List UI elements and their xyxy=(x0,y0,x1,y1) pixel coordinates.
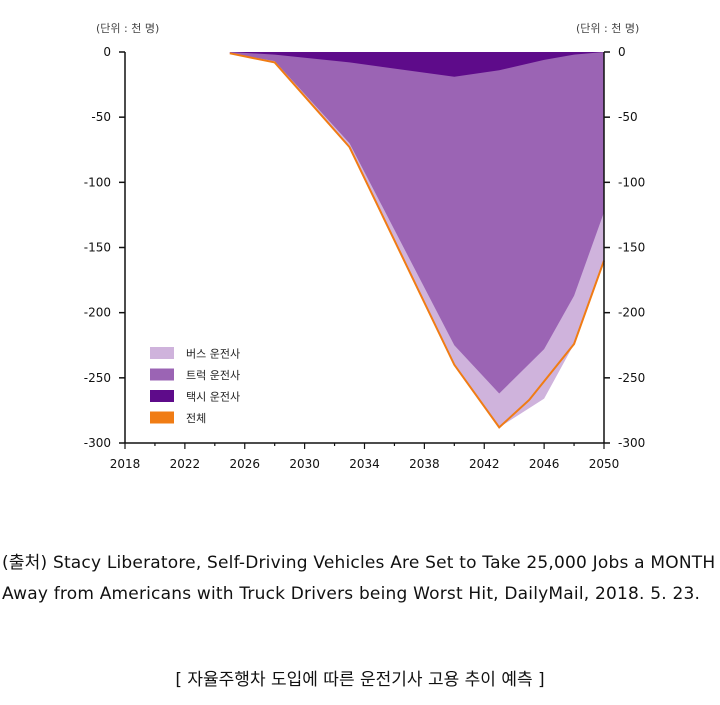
y-tick-label-right: -150 xyxy=(618,241,645,255)
x-tick-label: 2038 xyxy=(409,457,440,471)
y-tick-label-left: -150 xyxy=(84,241,111,255)
x-tick-label: 2026 xyxy=(229,457,260,471)
y-tick-label-right: -250 xyxy=(618,371,645,385)
area-series-group xyxy=(229,52,605,429)
y-axis-unit-left: (단위 : 천 명) xyxy=(96,22,160,35)
axes-group: 0 0 -50 -50 -100 -100 -150 -150 -200 -200 -250 -250… xyxy=(84,45,645,471)
legend-label-truck: 트럭 운전사 xyxy=(186,369,240,382)
area-taxi-drivers xyxy=(229,52,604,77)
x-tick-label: 2042 xyxy=(469,457,500,471)
x-tick-label: 2030 xyxy=(289,457,320,471)
line-total xyxy=(229,52,605,429)
x-tick-label: 2018 xyxy=(110,457,141,471)
legend-label-taxi: 택시 운전사 xyxy=(186,391,240,404)
x-tick-label: 2034 xyxy=(349,457,380,471)
y-tick-label-right: -100 xyxy=(618,175,645,189)
x-tick-label: 2050 xyxy=(589,457,620,471)
legend-swatch-taxi xyxy=(150,390,174,402)
legend-label-total: 전체 xyxy=(186,412,206,425)
legend-swatch-total xyxy=(150,411,174,424)
legend-swatch-truck xyxy=(150,368,174,381)
y-axis-unit-right: (단위 : 천 명) xyxy=(576,22,640,35)
y-tick-label-left: 0 xyxy=(103,45,111,59)
figure-caption: [ 자율주행차 도입에 따른 운전기사 고용 추이 예측 ] xyxy=(175,670,545,690)
x-tick-label: 2046 xyxy=(529,457,560,471)
area-truck-drivers xyxy=(229,52,604,394)
y-tick-label-right: -50 xyxy=(618,110,638,124)
y-tick-label-left: -200 xyxy=(84,306,111,320)
x-tick-label: 2022 xyxy=(170,457,201,471)
y-tick-label-left: -250 xyxy=(84,371,111,385)
y-tick-label-right: -200 xyxy=(618,306,645,320)
y-tick-label-left: -100 xyxy=(84,175,111,189)
y-tick-label-left: -50 xyxy=(91,110,111,124)
legend-swatch-bus xyxy=(150,347,174,359)
y-tick-label-left: -300 xyxy=(84,436,111,450)
y-tick-label-right: -300 xyxy=(618,436,645,450)
employment-area-chart: 0 0 -50 -50 -100 -100 -150 -150 -200 -200 -250 -250… xyxy=(84,45,645,471)
y-tick-label-right: 0 xyxy=(618,45,626,59)
source-citation: (출처) Stacy Liberatore, Self-Driving Vehi… xyxy=(2,553,716,604)
legend-label-bus: 버스 운전사 xyxy=(186,348,240,361)
